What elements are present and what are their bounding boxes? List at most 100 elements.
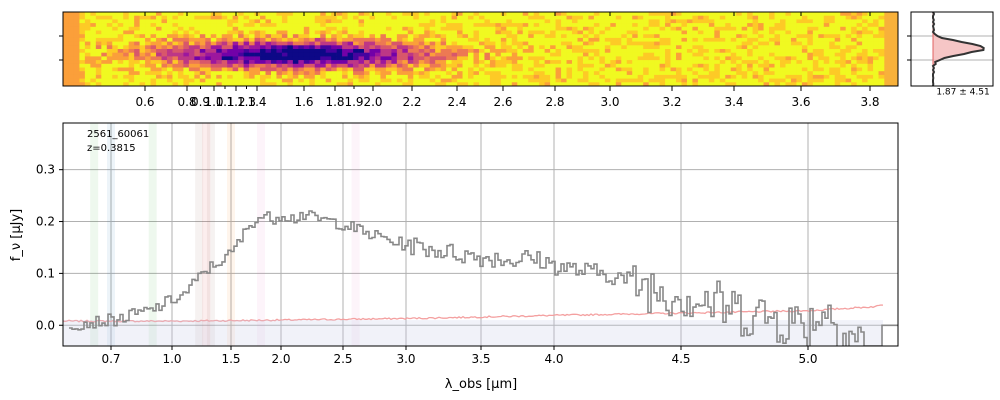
heatmap-cell: [878, 30, 885, 35]
heatmap-cell: [199, 82, 206, 87]
heatmap-cell: [353, 15, 359, 20]
heatmap-cell: [418, 60, 425, 65]
heatmap-cell: [270, 45, 277, 50]
heatmap-cell: [555, 34, 562, 39]
heatmap-cell: [703, 82, 710, 87]
heatmap-cell: [511, 74, 518, 79]
heatmap-cell: [462, 34, 469, 39]
heatmap-cell: [161, 82, 168, 87]
heatmap-cell: [867, 19, 874, 24]
heatmap-cell: [544, 12, 551, 16]
heatmap-cell: [292, 67, 299, 72]
heatmap-cell: [697, 23, 704, 28]
heatmap-cell: [380, 37, 387, 42]
heatmap-cell: [265, 82, 272, 87]
heatmap-cell: [84, 67, 91, 72]
heatmap-cell: [260, 63, 266, 68]
heatmap-cell: [719, 71, 726, 76]
heatmap-cell: [637, 78, 644, 83]
x-axis-label: λ_obs [μm]: [445, 377, 517, 392]
heatmap-cell: [582, 49, 589, 53]
heatmap-cell: [566, 19, 573, 24]
heatmap-cell: [714, 37, 721, 42]
heatmap-cell: [385, 30, 392, 35]
heatmap-cell: [177, 74, 184, 79]
heatmap-cell: [812, 52, 819, 57]
heatmap-cell: [172, 52, 179, 57]
heatmap-cell: [298, 23, 305, 28]
heatmap-cell: [506, 49, 513, 53]
heatmap-cell: [692, 12, 699, 16]
heatmap-cell: [79, 12, 86, 16]
top-x-tick-label: 3.8: [860, 95, 879, 109]
heatmap-cell: [101, 37, 108, 42]
heatmap-cell: [292, 63, 299, 68]
heatmap-cell: [216, 30, 223, 35]
heatmap-cell: [566, 60, 573, 65]
x-tick-label: 3.0: [396, 352, 415, 366]
heatmap-cell: [90, 19, 97, 24]
heatmap-cell: [407, 19, 414, 24]
heatmap-cell: [314, 52, 321, 57]
heatmap-cell: [123, 74, 129, 79]
heatmap-cell: [216, 60, 223, 65]
heatmap-cell: [588, 34, 595, 39]
heatmap-cell: [63, 15, 69, 20]
heatmap-cell: [101, 41, 108, 46]
heatmap-cell: [769, 71, 775, 76]
heatmap-cell: [243, 56, 250, 61]
heatmap-cell: [63, 71, 69, 76]
heatmap-cell: [391, 12, 398, 16]
heatmap-cell: [353, 78, 359, 83]
heatmap-cell: [801, 71, 808, 76]
heatmap-cell: [533, 30, 540, 35]
heatmap-cell: [692, 37, 699, 42]
heatmap-cell: [353, 19, 359, 24]
heatmap-cell: [484, 41, 491, 46]
heatmap-cell: [593, 34, 600, 39]
heatmap-cell: [686, 67, 693, 72]
heatmap-cell: [539, 23, 545, 28]
heatmap-cell: [670, 15, 677, 20]
heatmap-cell: [604, 49, 611, 53]
heatmap-cell: [550, 71, 556, 76]
heatmap-cell: [385, 34, 392, 39]
heatmap-cell: [183, 52, 190, 57]
heatmap-cell: [599, 71, 606, 76]
heatmap-cell: [834, 78, 841, 83]
heatmap-cell: [851, 71, 857, 76]
heatmap-cell: [790, 30, 797, 35]
heatmap-cell: [637, 30, 644, 35]
heatmap-cell: [68, 30, 75, 35]
heatmap-cell: [101, 71, 108, 76]
heatmap-cell: [336, 60, 343, 65]
heatmap-cell: [588, 41, 595, 46]
heatmap-cell: [462, 45, 469, 50]
heatmap-cell: [670, 12, 677, 16]
heatmap-cell: [457, 67, 463, 72]
heatmap-cell: [500, 23, 507, 28]
heatmap-cell: [692, 74, 699, 79]
heatmap-cell: [150, 30, 157, 35]
heatmap-cell: [331, 78, 337, 83]
heatmap-cell: [643, 60, 649, 65]
heatmap-cell: [331, 23, 337, 28]
heatmap-cell: [539, 71, 545, 76]
heatmap-cell: [95, 49, 102, 53]
heatmap-cell: [435, 52, 441, 57]
heatmap-cell: [632, 37, 638, 42]
heatmap-cell: [500, 26, 507, 31]
heatmap-cell: [708, 19, 715, 24]
heatmap-cell: [123, 45, 129, 50]
heatmap-cell: [177, 34, 184, 39]
heatmap-cell: [555, 63, 562, 68]
heatmap-cell: [829, 71, 836, 76]
heatmap-cell: [260, 23, 266, 28]
heatmap-cell: [194, 15, 201, 20]
heatmap-cell: [358, 19, 365, 24]
heatmap-cell: [117, 37, 124, 42]
heatmap-cell: [511, 12, 518, 16]
heatmap-cell: [484, 30, 491, 35]
heatmap-cell: [205, 30, 212, 35]
heatmap-cell: [774, 78, 781, 83]
